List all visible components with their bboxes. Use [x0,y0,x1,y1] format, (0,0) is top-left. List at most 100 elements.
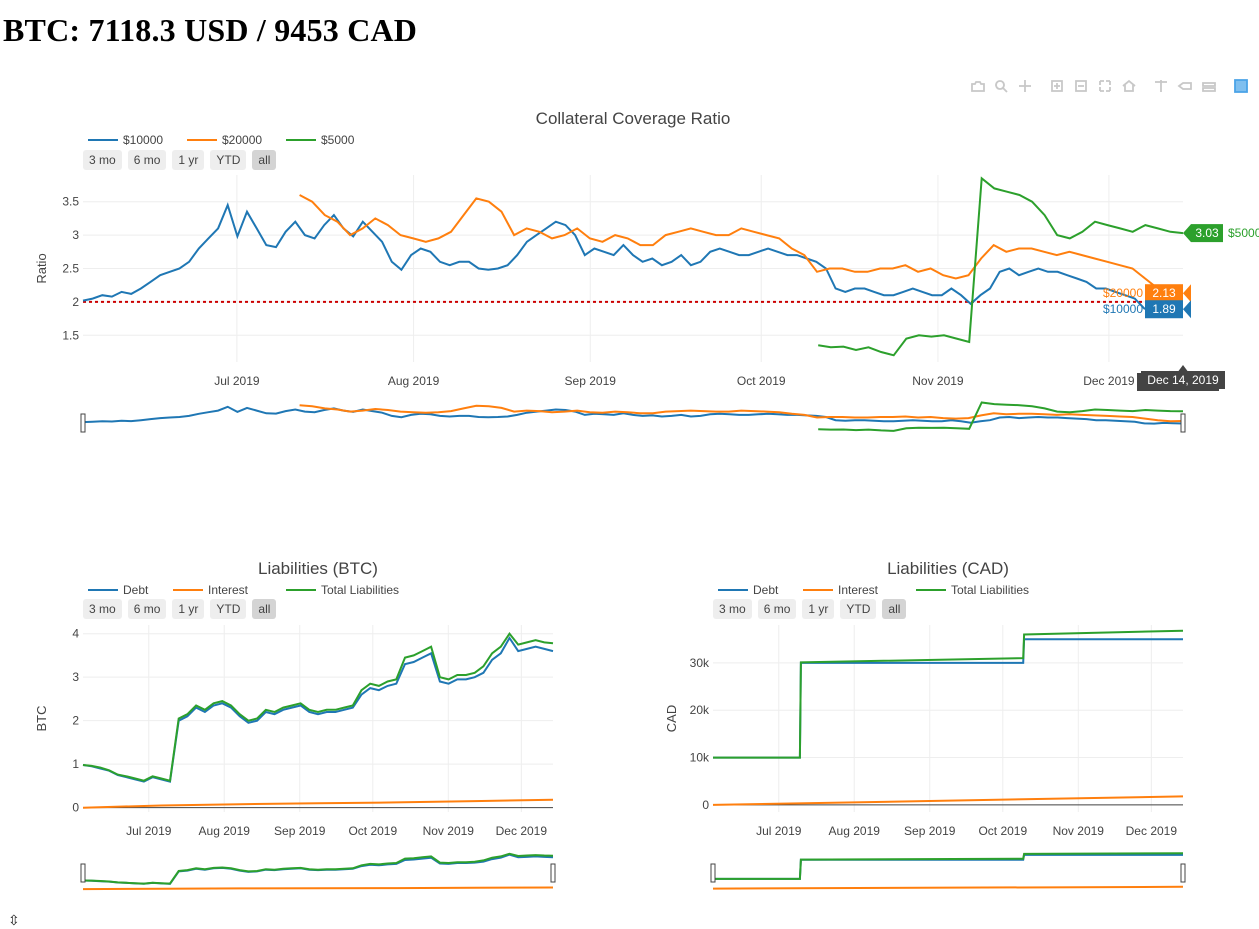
zoom-out-button[interactable] [1069,77,1093,95]
chart-svg: Collateral Coverage Ratio $10000 $20000 $50… [34,109,1259,434]
home-icon [1122,79,1136,92]
x-tick-label: Dec 2019 [496,824,548,838]
x-tick-label: Aug 2019 [829,824,881,838]
legend-item: Total Liabilities [951,583,1029,597]
range-slider [713,850,1183,892]
range-slider-handle-left[interactable] [80,413,86,433]
x-tick-label: Jul 2019 [126,824,172,838]
hover-date-label: Dec 14, 2019 [1147,373,1219,387]
range-button-all[interactable]: all [252,150,277,170]
range-slider-handle-right[interactable] [1180,413,1186,433]
x-tick-label: Dec 2019 [1126,824,1178,838]
x-tick-label: Aug 2019 [388,374,440,388]
range-button-ytd[interactable]: YTD [210,599,247,619]
range-slider-line [713,852,1184,880]
series-line-total-liabilities [713,629,1184,759]
hover-pointer [1179,300,1183,319]
range-button-all[interactable]: all [882,599,907,619]
range-slider-handle-right[interactable] [1180,863,1186,883]
range-slider-handle-left[interactable] [710,863,716,883]
hover-pointer [1179,284,1183,303]
series-line--5000 [818,176,1184,357]
legend-item: Interest [208,583,249,597]
range-slider-line [299,404,1184,423]
x-tick-label: Sep 2019 [904,824,956,838]
hover-series-name: $10000 [1103,302,1143,316]
autoscale-icon [1099,80,1111,92]
range-button-6mo[interactable]: 6 mo [757,599,797,619]
spike-lines-icon [1155,80,1167,92]
zoom-icon [995,80,1008,93]
x-tick-label: Aug 2019 [199,824,251,838]
pan-icon [1019,80,1031,92]
range-button-6mo[interactable]: 6 mo [127,150,167,170]
camera-icon [971,81,985,92]
page-title: BTC: 7118.3 USD / 9453 CAD [3,12,418,48]
legend-item: Debt [753,583,779,597]
y-tick-label: 10k [690,751,710,765]
liabilities-btc-chart: Liabilities (BTC) Debt Interest Total Liabi… [0,550,630,900]
legend-item: $5000 [321,133,355,147]
zoom-in-icon [1051,80,1063,92]
chart-svg: Liabilities (CAD) Debt Interest Total Liabi… [664,559,1186,892]
x-tick-label: Oct 2019 [737,374,786,388]
y-tick-label: 3 [72,228,79,242]
x-tick-label: Nov 2019 [1053,824,1105,838]
zoom-out-icon [1075,80,1087,92]
hover-value-box [1191,224,1223,243]
x-tick-label: Sep 2019 [565,374,617,388]
range-slider-handle-left[interactable] [80,863,86,883]
range-slider-handle-right[interactable] [550,863,556,883]
chart-title: Collateral Coverage Ratio [536,109,731,128]
pan-button[interactable] [1013,77,1037,95]
hover-compare-icon [1202,82,1216,92]
autoscale-button[interactable] [1093,77,1117,95]
series-line-debt [82,636,554,783]
chart-svg: Liabilities (BTC) Debt Interest Total Liabi… [34,559,556,892]
y-axis-label: CAD [664,705,679,732]
y-tick-label: 0 [702,798,709,812]
range-button-all[interactable]: all [252,599,277,619]
range-button-1yr[interactable]: 1 yr [802,599,835,619]
plotly-logo-button[interactable] [1229,77,1253,95]
range-button-1yr[interactable]: 1 yr [172,150,205,170]
zoom-in-button[interactable] [1045,77,1069,95]
hover-value: 1.89 [1152,302,1176,316]
collateral-coverage-chart: Collateral Coverage Ratio $10000 $20000 $50… [0,100,1259,440]
camera-button[interactable] [965,77,989,95]
hover-value-box [1145,284,1183,303]
hover-pointer [1183,300,1191,319]
range-button-3mo[interactable]: 3 mo [83,150,122,170]
plotly-logo-icon [1234,79,1248,93]
y-tick-label: 2.5 [62,262,79,276]
y-tick-label: 2 [72,714,79,728]
series-line-interest [712,795,1184,806]
y-tick-label: 30k [690,656,710,670]
y-axis-label: Ratio [34,253,49,283]
range-button-ytd[interactable]: YTD [210,150,247,170]
hover-date-box [1141,371,1225,389]
zoom-button[interactable] [989,77,1013,95]
legend-item: $10000 [123,133,163,147]
x-tick-label: Oct 2019 [978,824,1027,838]
y-axis-label: BTC [34,706,49,732]
range-button-3mo[interactable]: 3 mo [83,599,122,619]
range-button-3mo[interactable]: 3 mo [713,599,752,619]
y-tick-label: 4 [72,627,79,641]
x-tick-label: Jul 2019 [756,824,802,838]
y-tick-label: 1 [72,757,79,771]
x-tick-label: Nov 2019 [423,824,475,838]
hover-compare-button[interactable] [1197,77,1221,95]
modebar [965,77,1253,95]
home-button[interactable] [1117,77,1141,95]
spike-lines-button[interactable] [1149,77,1173,95]
range-button-ytd[interactable]: YTD [840,599,877,619]
y-tick-label: 2 [72,295,79,309]
x-tick-label: Sep 2019 [274,824,326,838]
hover-series-name: $20000 [1103,286,1143,300]
hover-closest-button[interactable] [1173,77,1197,95]
range-button-6mo[interactable]: 6 mo [127,599,167,619]
range-button-1yr[interactable]: 1 yr [172,599,205,619]
range-slider-line [818,401,1184,432]
y-tick-label: 0 [72,801,79,815]
